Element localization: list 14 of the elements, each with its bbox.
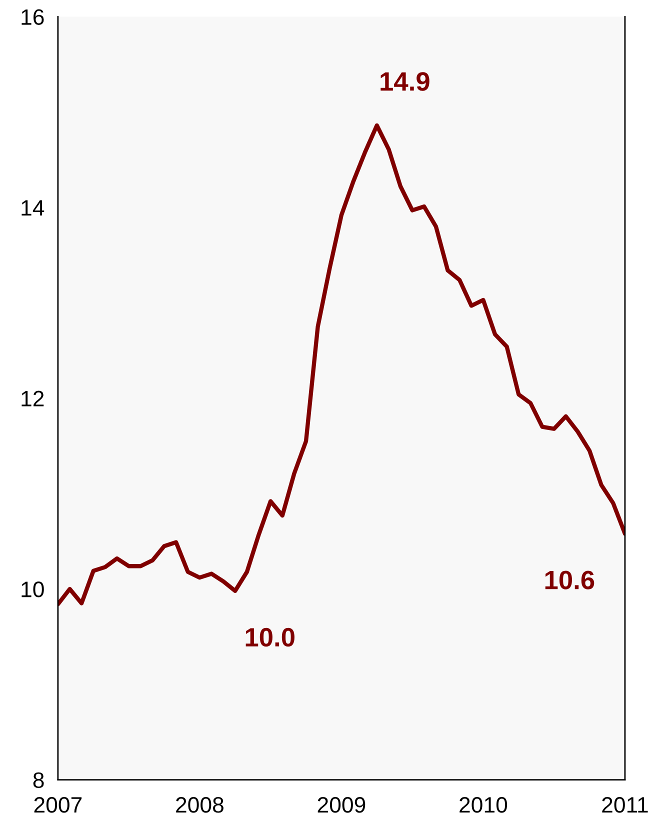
y-tick-label: 8 (33, 772, 44, 788)
y-tick-label: 16 (22, 9, 44, 25)
x-tick-label: 2007 (34, 797, 82, 813)
x-tick-label: 2009 (318, 797, 366, 813)
line-series (58, 123, 625, 606)
annotation: 14.9 (380, 72, 430, 91)
y-tick-label: 10 (22, 582, 44, 598)
y-tick-label: 14 (22, 200, 44, 216)
x-tick-label: 2010 (460, 797, 508, 813)
x-tick-label: 2011 (602, 797, 648, 813)
annotation: 10.0 (246, 628, 294, 647)
x-tick-label: 2008 (176, 797, 224, 813)
annotation: 10.6 (545, 570, 594, 590)
y-tick-label: 12 (22, 390, 44, 406)
